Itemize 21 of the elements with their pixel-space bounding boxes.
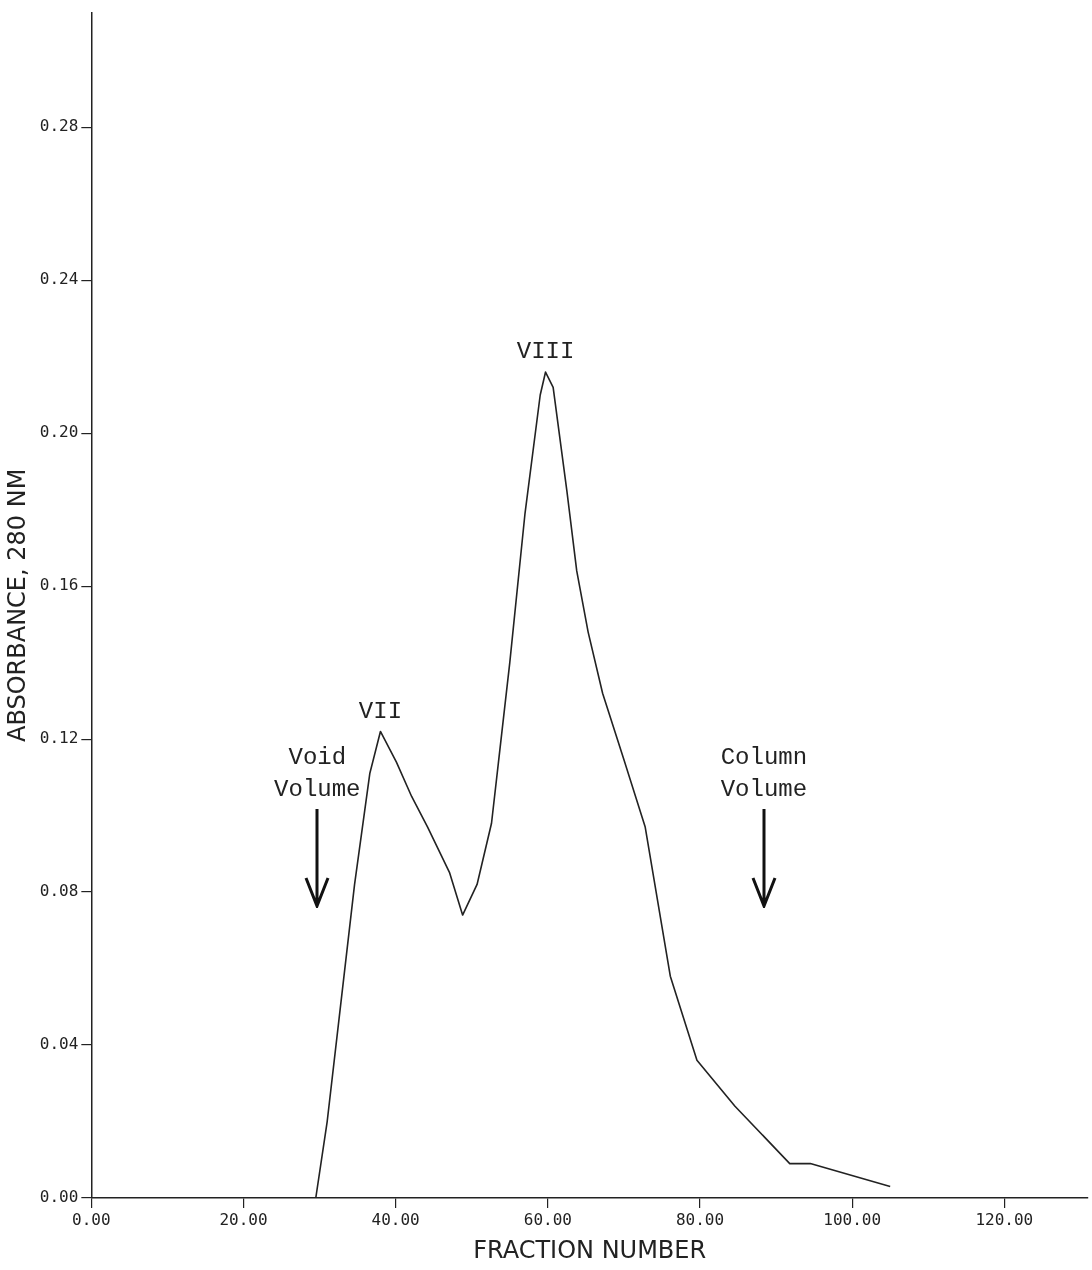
x-tick-label: 0.00	[72, 1209, 111, 1229]
y-tick-label: 0.28	[39, 116, 79, 136]
x-axis-title: FRACTION NUMBER	[473, 1235, 707, 1264]
y-axis-title: ABSORBANCE, 280 NM	[2, 468, 31, 742]
y-tick-label: 0.24	[39, 269, 79, 289]
y-tick-label: 0.16	[39, 575, 79, 595]
ref-line-label: Column Volume	[720, 743, 808, 803]
y-tick-label: 0.20	[39, 422, 79, 442]
y-tick-label: 0.12	[39, 728, 79, 748]
y-tick-label: 0.04	[39, 1034, 79, 1054]
x-tick-label: 100.00	[823, 1209, 882, 1229]
x-tick-label: 20.00	[219, 1209, 268, 1229]
annotation: VIII	[516, 338, 575, 366]
x-tick-label: 60.00	[523, 1209, 572, 1229]
x-tick-label: 120.00	[975, 1209, 1034, 1229]
x-tick-label: 80.00	[675, 1209, 725, 1229]
x-tick-label: 40.00	[371, 1209, 420, 1229]
ref-line-label: Void Volume	[274, 743, 361, 803]
annotation: VII	[358, 697, 403, 725]
y-tick-label: 0.00	[39, 1187, 79, 1207]
y-tick-label: 0.08	[39, 881, 79, 901]
